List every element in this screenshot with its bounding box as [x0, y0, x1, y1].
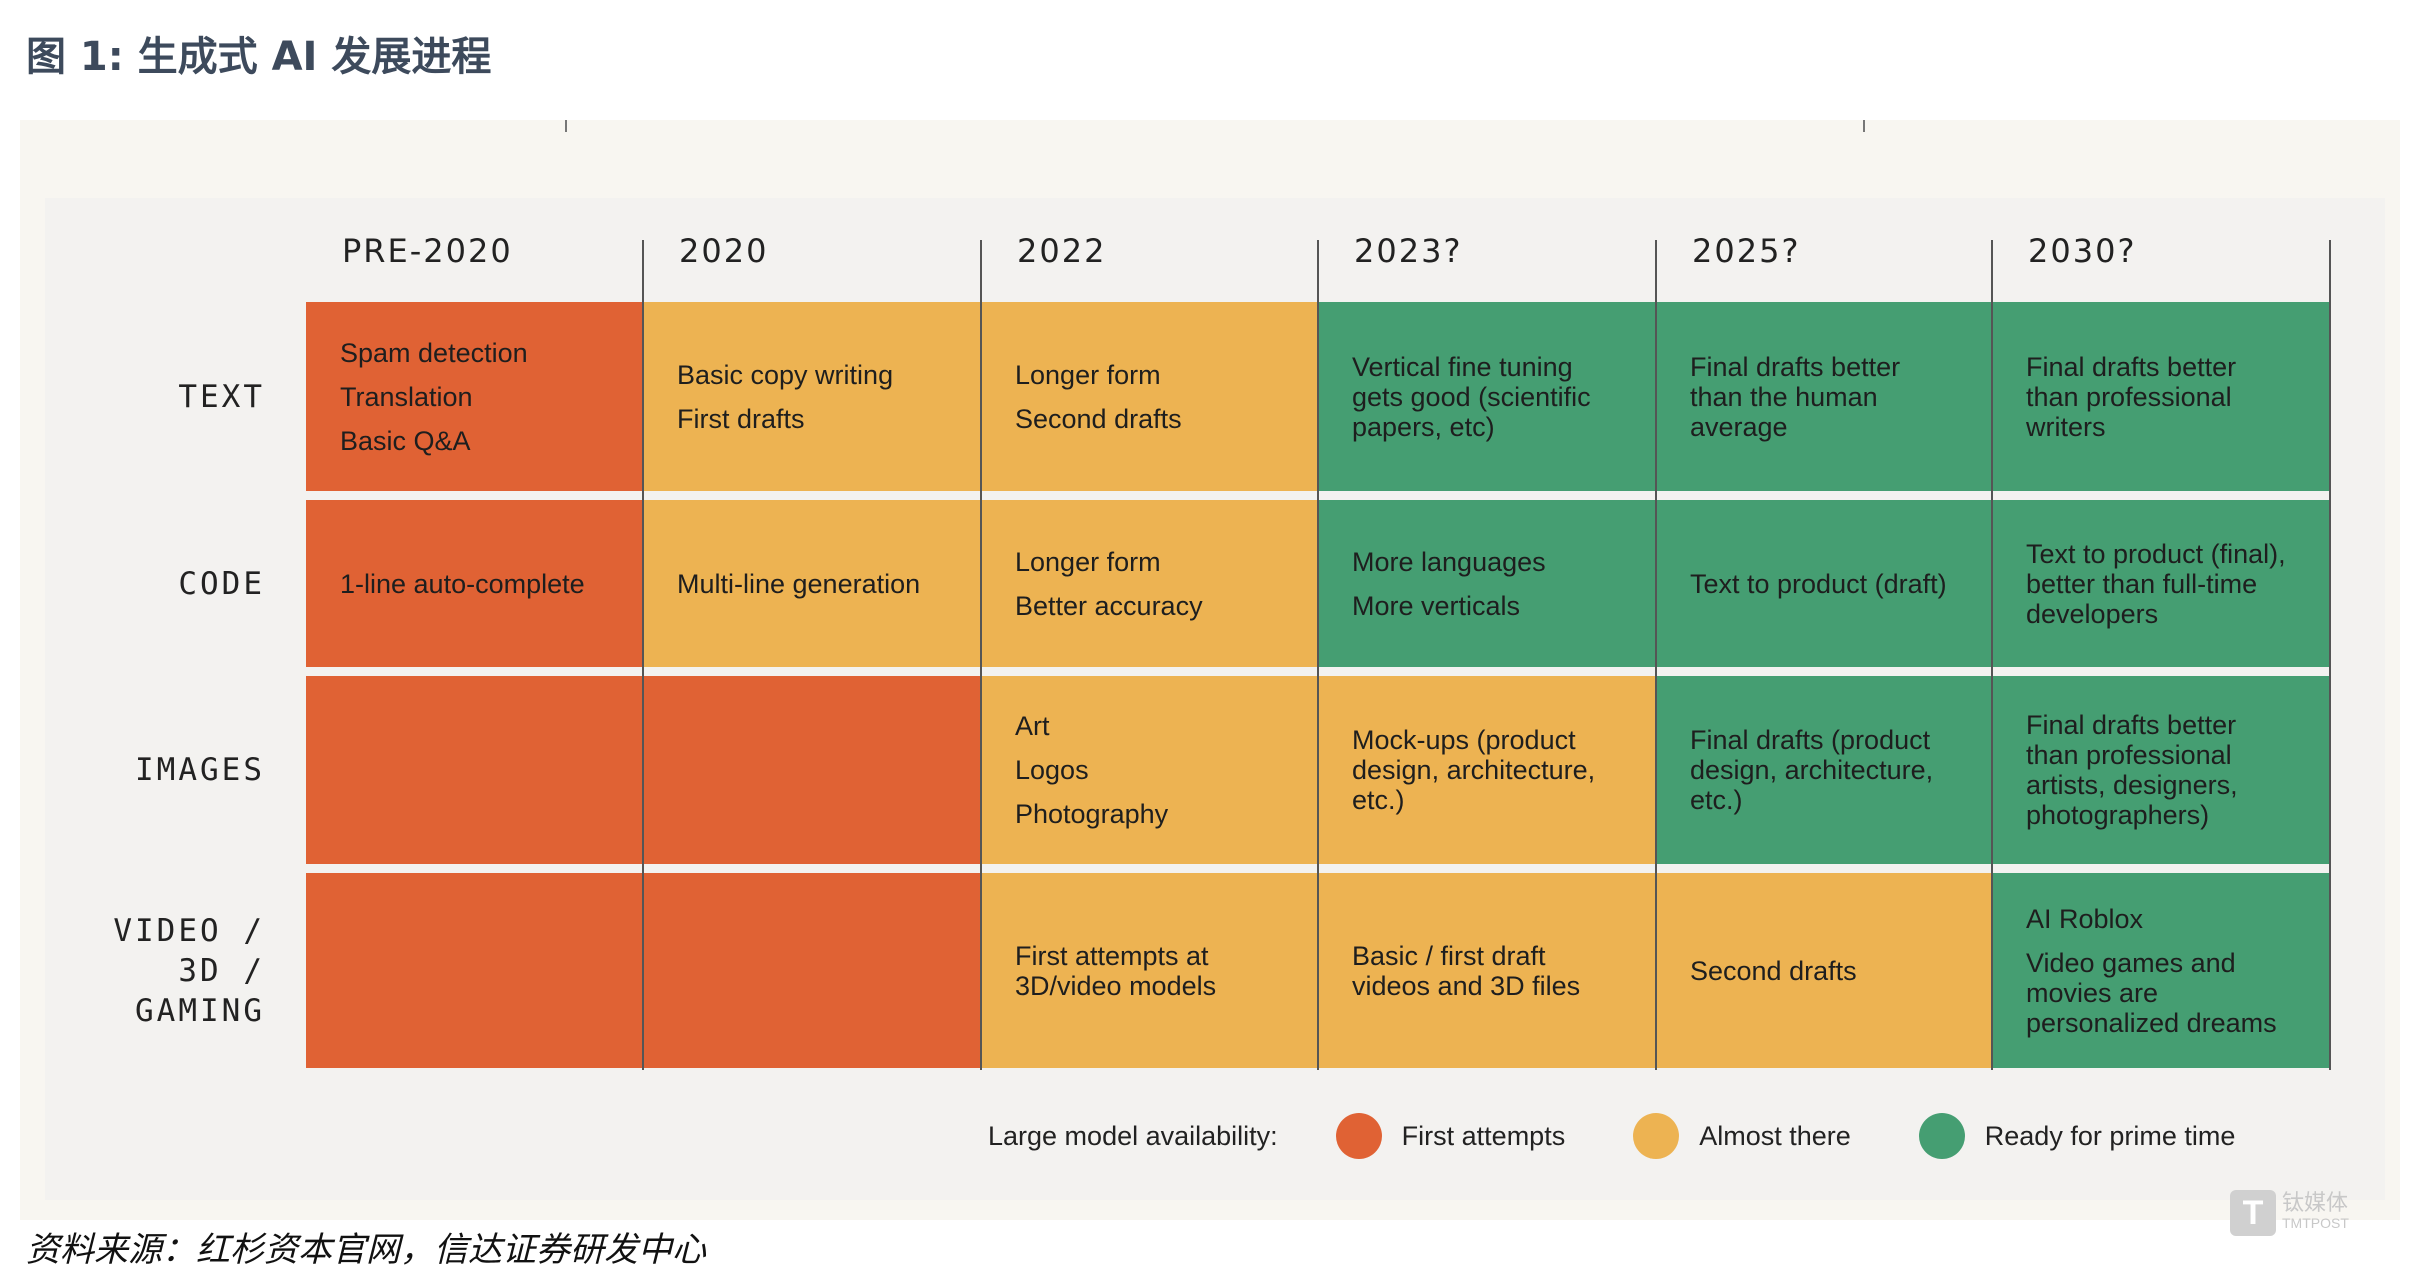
- timeline-cell: [306, 873, 643, 1068]
- cell-text: Art: [1015, 711, 1050, 741]
- cell-text: Text to product (final), better than ful…: [2026, 538, 2286, 629]
- cell-text: Basic / first draft videos and 3D files: [1352, 940, 1581, 1001]
- timeline-cell: First attempts at 3D/video models: [981, 873, 1318, 1068]
- cell-text: Longer form: [1015, 546, 1161, 577]
- column-divider: [1655, 240, 1657, 1070]
- timeline-cell: Final drafts better than professional wr…: [1992, 302, 2330, 491]
- timeline-cell: Longer form Better accuracy: [981, 500, 1318, 667]
- timeline-cell: Final drafts (product design, architectu…: [1656, 676, 1992, 864]
- watermark-brand: 钛媒体: [2282, 1190, 2349, 1215]
- timeline-cell: Final drafts better than professional ar…: [1992, 676, 2330, 864]
- cell-text: 1-line auto-complete: [340, 568, 585, 599]
- column-divider: [642, 240, 644, 1070]
- cell-text: Spam detection: [340, 337, 528, 368]
- timeline-cell: [643, 676, 981, 864]
- column-header: PRE-2020: [342, 232, 513, 270]
- divider: [1863, 120, 1865, 132]
- legend-dot-orange: [1335, 1113, 1382, 1159]
- watermark-sub: TMTPOST: [2282, 1215, 2349, 1231]
- watermark-logo: T 钛媒体 TMTPOST: [2230, 1190, 2349, 1236]
- timeline-cell: Multi-line generation: [643, 500, 981, 667]
- column-header: 2023?: [1354, 232, 1463, 270]
- cell-text: Vertical fine tuning gets good (scientif…: [1352, 351, 1591, 442]
- column-divider: [1991, 240, 1993, 1070]
- legend-dot-yellow: [1633, 1113, 1680, 1159]
- cell-text: First drafts: [677, 403, 805, 434]
- timeline-cell: Mock-ups (product design, architecture, …: [1318, 676, 1656, 864]
- cell-text: AI Roblox: [2026, 903, 2144, 934]
- timeline-cell: Longer form Second drafts: [981, 302, 1318, 491]
- row-label: IMAGES: [135, 752, 265, 788]
- column-divider: [1317, 240, 1319, 1070]
- cell-text: Final drafts better than professional wr…: [2026, 351, 2237, 442]
- cell-text: Basic copy writing: [677, 359, 894, 390]
- column-header: 2022: [1017, 232, 1107, 270]
- cell-text: More languages: [1352, 546, 1546, 577]
- legend-dot-green: [1918, 1113, 1965, 1159]
- legend-item: First attempts: [1401, 1120, 1566, 1151]
- timeline-cell: More languages More verticals: [1318, 500, 1656, 667]
- column-divider: [980, 240, 982, 1070]
- source-note: 资料来源：红杉资本官网，信达证券研发中心: [26, 1230, 706, 1270]
- cell-text: Text to product (draft): [1690, 568, 1947, 599]
- timeline-cell: Basic / first draft videos and 3D files: [1318, 873, 1656, 1068]
- timeline-cell: Vertical fine tuning gets good (scientif…: [1318, 302, 1656, 491]
- column-divider: [2329, 240, 2331, 1070]
- timeline-cell: 1-line auto-complete: [306, 500, 643, 667]
- cell-text: Video games and movies are personalized …: [2026, 947, 2277, 1038]
- cell-text: Final drafts better than professional ar…: [2026, 710, 2238, 830]
- cell-text: Second drafts: [1015, 403, 1182, 434]
- row-label: VIDEO / 3D / GAMING: [113, 912, 265, 1029]
- timeline-cell: Text to product (final), better than ful…: [1992, 500, 2330, 667]
- timeline-cell: Art Logos Photography: [981, 676, 1318, 864]
- cell-text: Translation: [340, 381, 473, 412]
- row-label: CODE: [178, 565, 265, 602]
- legend: Large model availability: First attempts…: [988, 1113, 2235, 1159]
- timeline-cell: Final drafts better than the human avera…: [1656, 302, 1992, 491]
- legend-item: Almost there: [1699, 1120, 1851, 1151]
- cell-text: Photography: [1015, 799, 1169, 829]
- cell-text: Final drafts better than the human avera…: [1690, 351, 1901, 442]
- timeline-cell: Spam detection Translation Basic Q&A: [306, 302, 643, 491]
- timeline-cell: Second drafts: [1656, 873, 1992, 1068]
- timeline-cell: Basic copy writing First drafts: [643, 302, 981, 491]
- cell-text: Multi-line generation: [677, 568, 921, 599]
- figure-title: 图 1: 生成式 AI 发展进程: [26, 34, 492, 80]
- cell-text: Mock-ups (product design, architecture, …: [1352, 725, 1596, 815]
- timeline-cell: Text to product (draft): [1656, 500, 1992, 667]
- column-header: 2020: [679, 232, 769, 270]
- timeline-cell: [643, 873, 981, 1068]
- cell-text: Final drafts (product design, architectu…: [1690, 725, 1934, 815]
- legend-item: Ready for prime time: [1984, 1120, 2236, 1151]
- cell-text: Better accuracy: [1015, 590, 1203, 621]
- row-label: TEXT: [178, 378, 265, 415]
- divider: [565, 120, 567, 132]
- timeline-cell: AI Roblox Video games and movies are pers…: [1992, 873, 2330, 1068]
- cell-text: Logos: [1015, 755, 1089, 785]
- cell-text: Second drafts: [1690, 955, 1857, 986]
- column-header: 2025?: [1692, 232, 1801, 270]
- column-header: 2030?: [2028, 232, 2137, 270]
- cell-text: Longer form: [1015, 359, 1161, 390]
- cell-text: First attempts at 3D/video models: [1015, 940, 1217, 1001]
- timeline-cell: [306, 676, 643, 864]
- legend-label: Large model availability:: [988, 1120, 1278, 1151]
- cell-text: Basic Q&A: [340, 425, 471, 456]
- cell-text: More verticals: [1352, 590, 1521, 621]
